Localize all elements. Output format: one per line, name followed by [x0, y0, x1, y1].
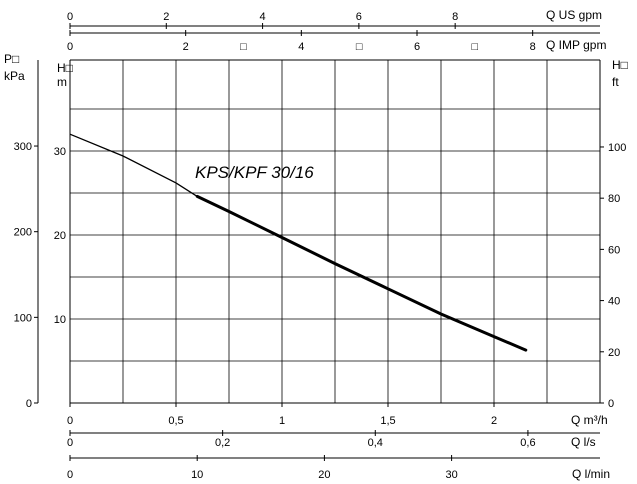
series	[69, 133, 528, 352]
x-axis-label: Q m³/h	[571, 413, 608, 427]
us-gpm-tick-label: 8	[452, 11, 458, 23]
kpa-tick-label: 0	[26, 398, 32, 410]
ft-axis-unit: ft	[612, 75, 619, 89]
lmin-axis-label: Q l/min	[572, 467, 610, 481]
imp-gpm-axis-label: Q IMP gpm	[546, 38, 606, 52]
ft-tick-label: 40	[608, 296, 620, 308]
lmin-tick-label: 30	[445, 469, 457, 481]
imp-gpm-tick-label: 2	[183, 41, 189, 53]
curve-label: KPS/KPF 30/16	[195, 163, 314, 182]
curve-operating-segment	[195, 194, 528, 352]
x-tick-label: 0	[67, 415, 73, 427]
us-gpm-tick-label: 6	[356, 11, 362, 23]
ls-tick-label: 0,2	[215, 437, 230, 449]
ft-axis-label-h: H□	[612, 58, 628, 72]
lmin-tick-label: 20	[318, 469, 330, 481]
ft-tick-label: 80	[608, 193, 620, 205]
axes: 102030H□m0100200300P□kPa020406080100H□ft…	[4, 8, 628, 481]
imp-gpm-tick-label: 0	[67, 41, 73, 53]
kpa-tick-label: 200	[14, 227, 32, 239]
lmin-tick-label: 10	[191, 469, 203, 481]
us-gpm-tick-label: 4	[260, 11, 266, 23]
ft-tick-label: 20	[608, 347, 620, 359]
ls-tick-label: 0,4	[368, 437, 383, 449]
imp-gpm-tick-label: 4	[298, 41, 304, 53]
us-gpm-axis-label: Q US gpm	[546, 8, 602, 22]
imp-gpm-marker: □	[472, 41, 479, 53]
ft-tick-label: 0	[608, 398, 614, 410]
curve-thin-segment	[69, 133, 198, 197]
us-gpm-tick-label: 0	[67, 11, 73, 23]
x-tick-label: 1,5	[380, 415, 395, 427]
x-tick-label: 0,5	[168, 415, 183, 427]
lmin-tick-label: 0	[67, 469, 73, 481]
x-tick-label: 2	[491, 415, 497, 427]
x-tick-label: 1	[279, 415, 285, 427]
kpa-axis-label-p: P□	[4, 52, 19, 66]
ft-tick-label: 60	[608, 244, 620, 256]
kpa-tick-label: 100	[14, 312, 32, 324]
imp-gpm-tick-label: 8	[530, 41, 536, 53]
kpa-tick-label: 300	[14, 141, 32, 153]
imp-gpm-tick-label: 6	[414, 41, 420, 53]
plot-frame	[69, 59, 601, 404]
ft-tick-label: 100	[608, 142, 626, 154]
y-tick-label-m: 30	[54, 146, 66, 158]
y-tick-label-m: 20	[54, 230, 66, 242]
ls-tick-label: 0	[67, 437, 73, 449]
y-tick-label-m: 10	[54, 314, 66, 326]
imp-gpm-marker: □	[356, 41, 363, 53]
us-gpm-tick-label: 2	[163, 11, 169, 23]
kpa-axis-unit: kPa	[4, 69, 25, 83]
y-axis-label-h: H□	[57, 61, 73, 75]
y-axis-unit-m: m	[57, 75, 67, 89]
imp-gpm-marker: □	[240, 41, 247, 53]
ls-axis-label: Q l/s	[571, 435, 596, 449]
ls-tick-label: 0,6	[520, 437, 535, 449]
